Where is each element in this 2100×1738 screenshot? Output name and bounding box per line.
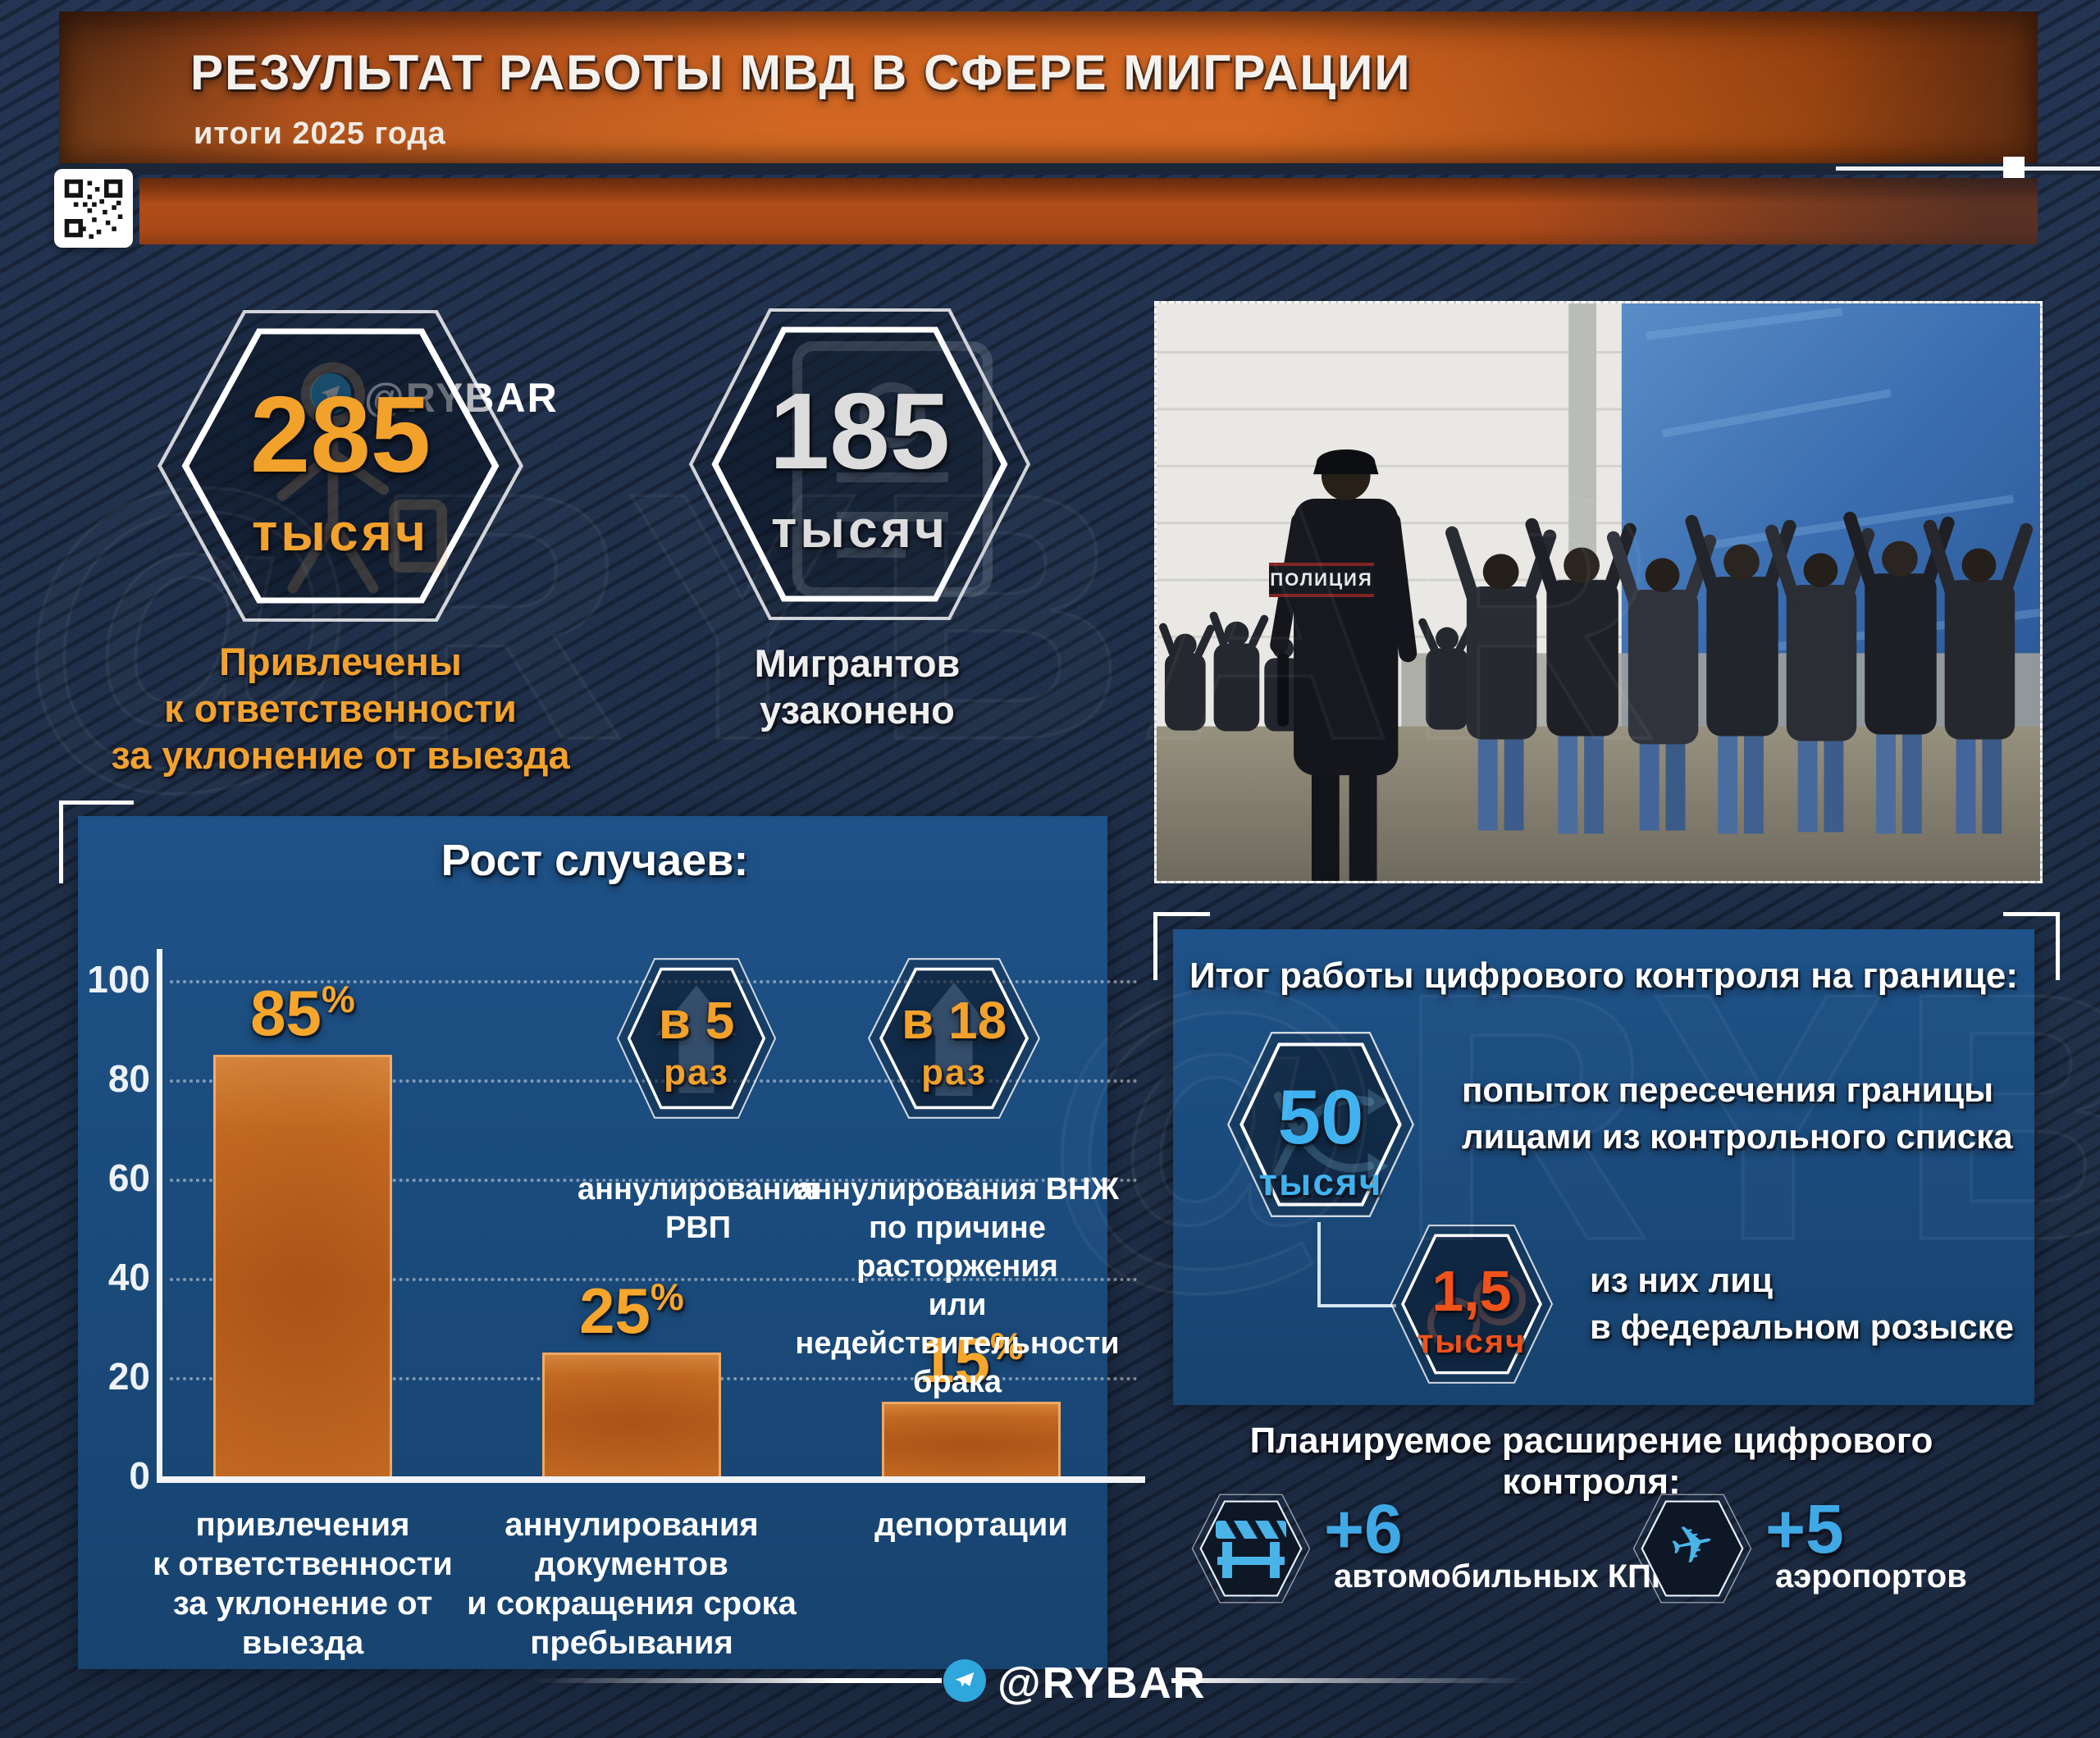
expansion-title: Планируемое расширение цифрового контрол…: [1249, 1421, 1933, 1502]
channel-badge-bar: @RYBAR: [139, 178, 2038, 421]
police-patch: ПОЛИЦИЯ: [1269, 563, 1374, 597]
footer-line-left: [533, 1678, 942, 1683]
stat-value: 285: [249, 374, 431, 495]
border-crossing-icon: [1274, 1088, 1389, 1179]
stat-unit: тысяч: [770, 500, 949, 559]
qr-pattern: [64, 179, 123, 239]
corner-bracket-icon: [2003, 912, 2060, 980]
photo-scene: [1157, 303, 2040, 881]
border-control-title: Итог работы цифрового контроля на границ…: [1189, 956, 2018, 996]
category-label: аннулирования документов и сокращения срок…: [467, 1507, 797, 1661]
photo-police-migrants: ПОЛИЦИЯ: [1154, 301, 2043, 883]
wanted-text: из них лиц в федеральном розыске: [1590, 1261, 2015, 1346]
stat-value: в 5: [658, 991, 735, 1050]
gridline-60: [170, 1179, 1138, 1182]
y-tick-100: 100: [87, 958, 150, 1001]
bar-value-label: 85%: [250, 977, 355, 1049]
handcuffs-icon: [1427, 1273, 1526, 1350]
stat-value: 185: [769, 371, 951, 491]
footer-line-right: [1171, 1678, 1534, 1683]
airports-label: аэропортов: [1775, 1558, 1967, 1594]
bar: [542, 1353, 721, 1476]
stat-caption-rvp: аннулирования РВП: [577, 1172, 819, 1245]
y-tick-80: 80: [107, 1057, 150, 1100]
corner-bracket-icon: [59, 801, 134, 883]
y-tick-60: 60: [107, 1156, 150, 1199]
x-axis: [157, 1476, 1145, 1483]
telegram-icon: [310, 373, 351, 414]
road-checkpoint-icon: [1216, 1521, 1286, 1578]
page-title: РЕЗУЛЬТАТ РАБОТЫ МВД В СФЕРЕ МИГРАЦИИ: [190, 45, 1412, 100]
stat-caption-vnzh: аннулирования ВНЖ по причине расторжения и…: [795, 1172, 1120, 1399]
stat-value: 50: [1277, 1074, 1364, 1160]
stat-value: в 18: [901, 991, 1007, 1050]
stat-hex-legalized: 185 тысяч: [687, 300, 1032, 628]
bar-annulment: 25%: [542, 1278, 721, 1476]
category-label: депортации: [874, 1507, 1068, 1543]
telegram-icon: [943, 1659, 986, 1702]
hexagon-frame: [157, 310, 524, 622]
stat-hex-attempts: 50 тысяч: [1226, 1027, 1415, 1222]
bar: [213, 1055, 392, 1476]
border-control-panel: [1173, 929, 2034, 1405]
bar: [882, 1402, 1061, 1476]
stat-unit: раз: [921, 1052, 987, 1093]
checkpoints-label: автомобильных КПП: [1334, 1558, 1675, 1594]
stat-caption-detained: Привлечены к ответственности за уклонени…: [111, 640, 570, 777]
checkpoint-hex: [1191, 1491, 1311, 1606]
decorative-line: [1836, 167, 2100, 171]
y-axis: [157, 949, 162, 1483]
gridline-80: [170, 1079, 1138, 1083]
footer-channel: @RYBAR: [998, 1658, 1207, 1708]
id-document-icon: [792, 341, 993, 597]
category-label: привлечения к ответственности за уклонение…: [153, 1507, 453, 1661]
qr-code: [54, 169, 133, 248]
chart-title: Рост случаев:: [441, 836, 749, 885]
y-tick-20: 20: [107, 1355, 150, 1398]
stat-hex-wanted: 1,5 тысяч: [1390, 1220, 1554, 1388]
header-separator: [59, 163, 2100, 175]
stat-unit: тысяч: [251, 503, 430, 562]
stat-caption-legalized: Мигрантов узаконено: [754, 641, 961, 732]
bar-value-label: 25%: [579, 1275, 684, 1347]
stat-unit: раз: [664, 1052, 729, 1093]
stat-hex-detained: 285 тысяч: [156, 302, 525, 630]
arrow-up-icon: [911, 983, 997, 1097]
airport-hex: ✈: [1632, 1491, 1752, 1606]
stat-hex-vnzh: в 18 раз: [867, 954, 1041, 1123]
corner-bracket-icon: [1153, 912, 1210, 980]
y-tick-40: 40: [107, 1256, 150, 1298]
page-subtitle: итоги 2025 года: [194, 116, 446, 151]
hexagon-frame: [688, 308, 1031, 620]
stat-value: 1,5: [1431, 1259, 1512, 1323]
connector-line: [1317, 1222, 1321, 1307]
running-person-icon: [276, 362, 447, 594]
checkpoints-value: +6: [1324, 1490, 1403, 1567]
decorative-square: [2003, 157, 2025, 178]
stat-hex-rvp: в 5 раз: [616, 954, 777, 1123]
header-bar: РЕЗУЛЬТАТ РАБОТЫ МВД В СФЕРЕ МИГРАЦИИ ит…: [59, 11, 2038, 164]
y-tick-0: 0: [129, 1454, 150, 1497]
bar-value-label: 15%: [919, 1324, 1024, 1396]
stat-unit: тысяч: [1417, 1324, 1527, 1360]
bar-evasion: 85%: [213, 980, 392, 1476]
stat-unit: тысяч: [1258, 1161, 1383, 1203]
bar-deportation: 15%: [882, 1327, 1061, 1476]
connector-line: [1317, 1304, 1396, 1307]
attempts-text: попыток пересечения границы лицами из кон…: [1462, 1070, 2013, 1156]
growth-panel: 100 80 60 40 20 0 85% 25% 15% привлечени…: [78, 816, 1145, 1669]
airports-value: +5: [1765, 1490, 1844, 1567]
gridline-40: [170, 1278, 1138, 1281]
arrow-up-icon: [656, 985, 737, 1093]
